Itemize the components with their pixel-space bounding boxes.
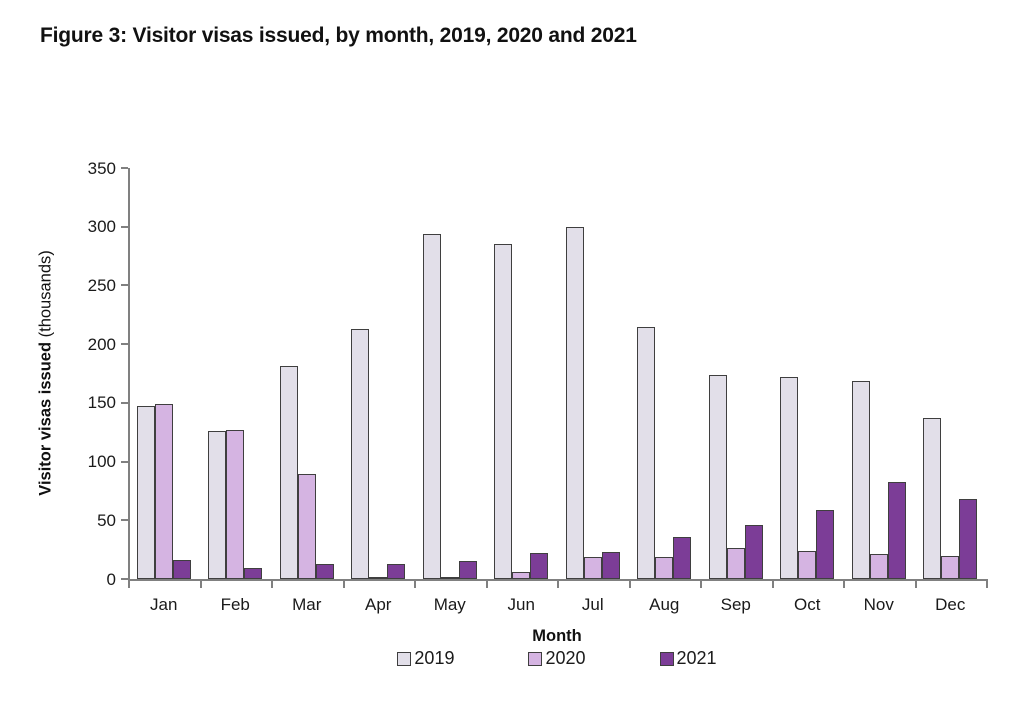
y-tick-mark <box>121 343 128 346</box>
bar-2019-apr <box>351 328 370 579</box>
y-tick-label: 150 <box>87 393 116 413</box>
bar-2021-sep <box>744 524 763 579</box>
x-tick-label-mar: Mar <box>292 595 322 614</box>
bar-2020-aug <box>655 556 674 579</box>
x-tick-label-jan: Jan <box>150 595 178 614</box>
x-tick-label-may: May <box>433 595 466 614</box>
legend-swatch-2020 <box>528 651 543 666</box>
y-tick-mark <box>121 578 128 580</box>
x-tick-label-aug: Aug <box>649 595 680 614</box>
y-tick-mark <box>121 401 128 404</box>
legend-label-2021: 2021 <box>676 648 717 668</box>
x-tick-mark <box>771 581 774 588</box>
bar-2021-may <box>458 561 477 579</box>
bar-2019-jul <box>565 226 584 579</box>
bar-2021-oct <box>816 509 835 579</box>
bar-2021-nov <box>887 481 906 579</box>
legend-item-2019: 2019 <box>397 648 454 669</box>
bar-2021-jun <box>530 553 549 579</box>
x-tick-label-feb: Feb <box>220 595 250 614</box>
bar-2020-jan <box>154 404 173 579</box>
bar-2020-jun <box>512 571 531 579</box>
y-tick-mark <box>121 167 128 169</box>
y-axis-title-unit: (thousands) <box>36 250 55 342</box>
bar-2021-apr <box>387 563 406 579</box>
x-tick-label-apr: Apr <box>365 595 392 614</box>
x-tick-mark <box>986 581 988 588</box>
bar-2020-feb <box>226 429 245 579</box>
bar-2019-may <box>422 233 441 579</box>
bar-2019-jan <box>136 406 155 579</box>
bar-2020-nov <box>869 554 888 579</box>
x-tick-label-jun: Jun <box>507 595 535 614</box>
x-tick-mark <box>557 581 559 588</box>
bar-2020-may <box>440 577 459 579</box>
legend-label-2019: 2019 <box>414 648 455 668</box>
y-tick-mark <box>121 284 128 287</box>
bar-2019-sep <box>708 374 727 579</box>
bar-2019-feb <box>208 431 227 579</box>
y-tick-label: 250 <box>87 275 116 295</box>
x-tick-label-jul: Jul <box>581 595 604 614</box>
bar-2021-jan <box>172 560 191 579</box>
bar-2019-mar <box>279 366 298 579</box>
bar-2021-mar <box>315 563 334 579</box>
bar-2021-jul <box>601 551 620 579</box>
y-tick-label: 0 <box>106 569 116 589</box>
legend-label-2020: 2020 <box>545 648 586 668</box>
x-tick-label-nov: Nov <box>863 595 894 614</box>
figure-title: Figure 3: Visitor visas issued, by month… <box>40 24 637 47</box>
bar-2020-dec <box>941 555 960 579</box>
legend-item-2020: 2020 <box>528 648 586 669</box>
x-tick-mark <box>914 581 917 588</box>
bar-2019-oct <box>780 377 799 579</box>
legend-swatch-2021 <box>659 651 674 666</box>
x-tick-label-sep: Sep <box>720 595 751 614</box>
bar-2019-nov <box>851 380 870 579</box>
bar-2020-jul <box>583 556 602 579</box>
bar-2021-dec <box>959 499 978 579</box>
bar-2019-dec <box>923 418 942 579</box>
y-tick-mark <box>121 225 128 228</box>
x-tick-mark <box>843 581 845 588</box>
x-tick-mark <box>128 581 130 588</box>
bar-2020-oct <box>798 550 817 579</box>
legend: 2019 2020 2021 <box>128 648 986 669</box>
y-tick-label: 300 <box>87 217 116 237</box>
x-tick-mark <box>271 581 273 588</box>
bar-2019-aug <box>637 326 656 579</box>
plot-area <box>128 168 988 581</box>
x-axis-title: Month <box>532 627 582 645</box>
x-tick-label-oct: Oct <box>794 595 821 614</box>
y-tick-label: 200 <box>87 334 116 354</box>
y-tick-label: 350 <box>87 158 116 178</box>
x-tick-mark <box>628 581 631 588</box>
legend-item-2021: 2021 <box>659 648 717 669</box>
y-axis-title-main: Visitor visas issued <box>36 341 55 496</box>
y-tick-label: 50 <box>97 510 116 530</box>
x-tick-label-dec: Dec <box>935 595 966 614</box>
y-tick-mark <box>121 460 128 463</box>
bar-2020-sep <box>726 548 745 579</box>
bar-2021-feb <box>244 568 263 579</box>
x-tick-mark <box>199 581 202 588</box>
y-tick-mark <box>121 519 128 522</box>
bar-2020-apr <box>369 577 388 579</box>
x-tick-mark <box>485 581 488 588</box>
bar-2020-mar <box>297 474 316 579</box>
y-tick-label: 100 <box>87 452 116 472</box>
x-tick-mark <box>700 581 702 588</box>
bar-2021-aug <box>673 536 692 579</box>
y-axis-title: Visitor visas issued (thousands) <box>37 250 56 496</box>
x-tick-mark <box>342 581 345 588</box>
bar-2019-jun <box>494 244 513 579</box>
legend-swatch-2019 <box>397 651 412 666</box>
x-tick-mark <box>414 581 416 588</box>
